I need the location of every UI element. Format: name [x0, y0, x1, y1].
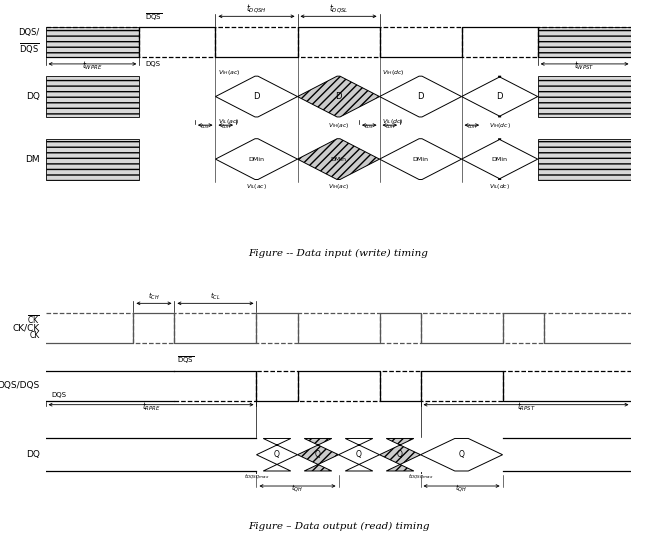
Text: $V_{IL}(ac)$: $V_{IL}(ac)$ — [219, 116, 240, 126]
Polygon shape — [380, 139, 462, 180]
Bar — [538, 139, 631, 180]
Polygon shape — [298, 438, 339, 471]
Text: $t_{DQSQmax}$: $t_{DQSQmax}$ — [408, 473, 434, 482]
Text: DQS: DQS — [51, 392, 66, 398]
Text: $t_{DS}$: $t_{DS}$ — [365, 122, 374, 131]
Text: Figure – Data output (read) timing: Figure – Data output (read) timing — [248, 522, 429, 530]
Text: CK/CK: CK/CK — [12, 324, 40, 333]
Text: $t_{WPRE}$: $t_{WPRE}$ — [82, 60, 103, 72]
Text: $t_{DS}$: $t_{DS}$ — [201, 122, 210, 131]
Text: $V_{IL}(ac)$: $V_{IL}(ac)$ — [246, 182, 267, 191]
Bar — [538, 76, 631, 117]
Text: $V_{IH}(dc)$: $V_{IH}(dc)$ — [382, 67, 405, 77]
Text: Q: Q — [274, 450, 280, 459]
Text: $\overline{\rm DQS}$: $\overline{\rm DQS}$ — [145, 12, 163, 23]
Text: $t_{DH}$: $t_{DH}$ — [467, 122, 477, 131]
Text: $t_{CL}$: $t_{CL}$ — [210, 291, 221, 302]
Text: $\overline{\rm CK}$: $\overline{\rm CK}$ — [27, 315, 40, 327]
Text: DQS: DQS — [145, 61, 160, 67]
Text: $t_{RPST}$: $t_{RPST}$ — [516, 401, 536, 413]
Text: $V_{IH}(ac)$: $V_{IH}(ac)$ — [219, 67, 241, 77]
Text: Q: Q — [397, 450, 403, 459]
Text: $V_{IL}(dc)$: $V_{IL}(dc)$ — [382, 116, 404, 126]
Text: $V_{IH}(ac)$: $V_{IH}(ac)$ — [327, 121, 350, 129]
Polygon shape — [462, 76, 538, 117]
Text: DQS/: DQS/ — [18, 28, 40, 37]
Bar — [46, 27, 139, 57]
Text: $t_{DQSH}$: $t_{DQSH}$ — [246, 2, 267, 15]
Text: DMin: DMin — [492, 157, 508, 162]
Bar — [538, 27, 631, 57]
Text: $t_{DQSQmax}$: $t_{DQSQmax}$ — [243, 473, 270, 482]
Text: Figure -- Data input (write) timing: Figure -- Data input (write) timing — [249, 249, 428, 257]
Bar — [46, 76, 139, 117]
Text: $t_{DH}$: $t_{DH}$ — [221, 122, 231, 131]
Bar — [46, 139, 139, 180]
Text: $\overline{\rm DQS}$: $\overline{\rm DQS}$ — [177, 355, 195, 366]
Text: DQ: DQ — [26, 92, 40, 101]
Text: DMin: DMin — [413, 157, 428, 162]
Polygon shape — [256, 438, 298, 471]
Text: $V_{IL}(dc)$: $V_{IL}(dc)$ — [489, 182, 510, 191]
Polygon shape — [215, 139, 298, 180]
Text: Q: Q — [356, 450, 362, 459]
Text: $t_{DH}$: $t_{DH}$ — [385, 122, 395, 131]
Polygon shape — [298, 76, 380, 117]
Text: $t_{QH}$: $t_{QH}$ — [292, 482, 303, 493]
Polygon shape — [339, 438, 380, 471]
Text: CK: CK — [29, 331, 40, 341]
Polygon shape — [380, 438, 421, 471]
Text: D: D — [497, 92, 503, 101]
Text: DMin: DMin — [249, 157, 264, 162]
Polygon shape — [421, 438, 503, 471]
Polygon shape — [380, 76, 462, 117]
Text: $t_{WPST}$: $t_{WPST}$ — [574, 60, 595, 72]
Text: $t_{QH}$: $t_{QH}$ — [456, 482, 467, 493]
Text: $V_{IH}(ac)$: $V_{IH}(ac)$ — [327, 182, 350, 191]
Text: D: D — [335, 92, 342, 101]
Polygon shape — [215, 76, 298, 117]
Text: $t_{RPRE}$: $t_{RPRE}$ — [141, 401, 161, 413]
Text: D: D — [417, 92, 424, 101]
Text: DM: DM — [25, 154, 40, 164]
Text: $t_{DQSL}$: $t_{DQSL}$ — [329, 2, 348, 15]
Text: Q: Q — [315, 450, 321, 459]
Text: DMin: DMin — [331, 157, 346, 162]
Text: $V_{IH}(dc)$: $V_{IH}(dc)$ — [489, 121, 510, 129]
Text: D: D — [253, 92, 260, 101]
Polygon shape — [462, 139, 538, 180]
Text: DQS/DQS: DQS/DQS — [0, 381, 40, 391]
Text: $t_{CH}$: $t_{CH}$ — [148, 291, 159, 302]
Text: DQ: DQ — [26, 450, 40, 459]
Text: $\overline{\rm DQS}$: $\overline{\rm DQS}$ — [20, 41, 40, 57]
Text: Q: Q — [458, 450, 465, 459]
Polygon shape — [298, 139, 380, 180]
